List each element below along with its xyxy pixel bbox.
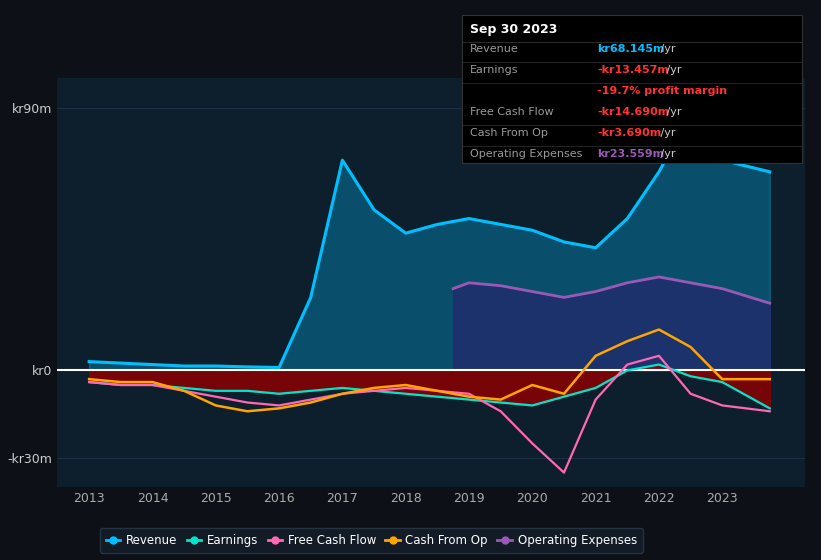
Text: /yr: /yr xyxy=(657,149,675,159)
Text: /yr: /yr xyxy=(657,128,675,138)
Text: Cash From Op: Cash From Op xyxy=(470,128,548,138)
Text: /yr: /yr xyxy=(657,44,675,54)
Text: /yr: /yr xyxy=(663,107,681,117)
Text: -kr13.457m: -kr13.457m xyxy=(598,65,669,75)
Text: kr23.559m: kr23.559m xyxy=(598,149,664,159)
Text: Operating Expenses: Operating Expenses xyxy=(470,149,582,159)
Text: -kr14.690m: -kr14.690m xyxy=(598,107,670,117)
Text: Free Cash Flow: Free Cash Flow xyxy=(470,107,553,117)
Text: Revenue: Revenue xyxy=(470,44,519,54)
Text: Sep 30 2023: Sep 30 2023 xyxy=(470,23,557,36)
Legend: Revenue, Earnings, Free Cash Flow, Cash From Op, Operating Expenses: Revenue, Earnings, Free Cash Flow, Cash … xyxy=(100,528,643,553)
Text: /yr: /yr xyxy=(663,65,681,75)
Text: -19.7% profit margin: -19.7% profit margin xyxy=(598,86,727,96)
Text: Earnings: Earnings xyxy=(470,65,519,75)
Text: -kr3.690m: -kr3.690m xyxy=(598,128,662,138)
Text: kr68.145m: kr68.145m xyxy=(598,44,665,54)
